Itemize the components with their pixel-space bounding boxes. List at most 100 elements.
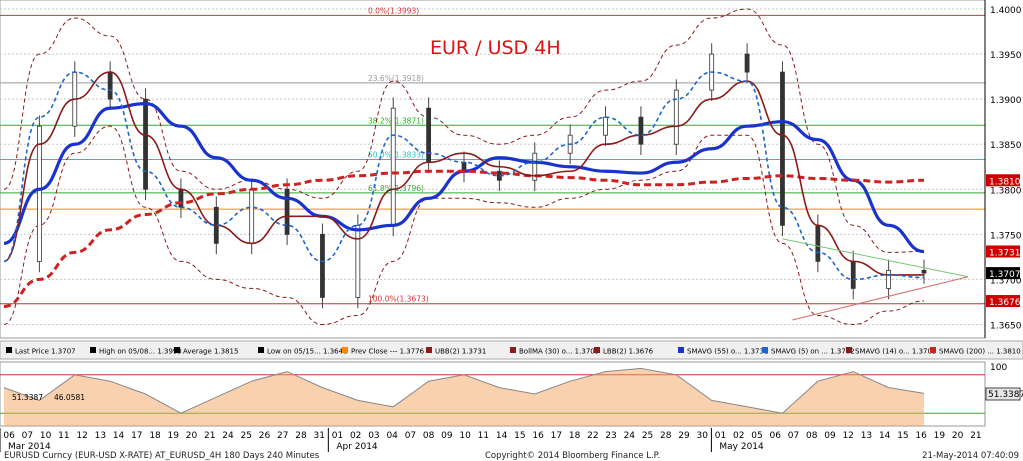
legend-swatch [6, 347, 12, 353]
legend-entry: SMAVG (55) o... 1.3731 [687, 348, 768, 356]
x-tick-label: 29 [678, 431, 690, 441]
y-tick-label: 1.3950 [990, 51, 1022, 61]
oscillator-tag-box [985, 387, 1021, 401]
fib-label: 50.0%(1.3833) [368, 151, 424, 160]
price-tags: 1.3810 1.3731 1.3707 1.3676 [986, 174, 1021, 308]
legend-swatch [258, 347, 264, 353]
y-tick-label: 1.3800 [990, 186, 1022, 196]
x-tick-label: 22 [587, 431, 598, 441]
price-tag-label: 1.3731 [989, 248, 1021, 258]
candle-body [390, 107, 396, 226]
legend-swatch [930, 347, 936, 353]
x-tick-label: 18 [569, 431, 581, 441]
legend-entry: BollMA (30) o... 1.3703 [519, 348, 599, 356]
x-tick-label: 15 [514, 431, 525, 441]
legend-bar: Last Price 1.3707 High on 05/08... 1.3993… [0, 340, 1023, 360]
x-tick-label: 01 [332, 431, 343, 441]
legend-swatch [426, 347, 432, 353]
x-tick-label: 19 [168, 431, 180, 441]
x-tick-label: 24 [222, 431, 234, 441]
legend-swatch [762, 347, 768, 353]
candle-body [284, 188, 290, 235]
candle-body [320, 233, 325, 298]
legend-swatch [846, 347, 852, 353]
x-tick-label: 05 [751, 431, 762, 441]
candle-body [107, 71, 113, 100]
candle-body [886, 269, 892, 289]
candle-body [178, 188, 184, 208]
fib-label: 100.0%(1.3673) [368, 295, 429, 304]
footer: EURUSD Curncy (EUR-USD X-RATE) AT_EURUSD… [4, 451, 1019, 461]
x-tick-label: 16 [532, 431, 544, 441]
y-tick-label: 1.3750 [990, 231, 1022, 241]
footer-left: EURUSD Curncy (EUR-USD X-RATE) AT_EURUSD… [4, 451, 320, 461]
x-tick-label: 07 [788, 431, 799, 441]
legend-entry: LBB(2) 1.3676 [603, 348, 654, 356]
x-tick-label: 01 [715, 431, 726, 441]
x-tick-label: 15 [897, 431, 908, 441]
price-tag-label: 1.3676 [989, 298, 1021, 308]
x-tick-label: 11 [58, 431, 69, 441]
legend-swatch [342, 347, 348, 353]
triangle-pattern [782, 238, 969, 321]
candle-body [673, 89, 679, 145]
candle-body [921, 269, 927, 274]
month-label: May 2014 [719, 442, 764, 452]
candle-body [36, 125, 42, 262]
x-tick-label: 10 [40, 431, 52, 441]
y-tick-label: 1.4000 [990, 6, 1022, 16]
footer-center: Copyright© 2014 Bloomberg Finance L.P. [485, 451, 660, 461]
x-tick-label: 04 [386, 431, 398, 441]
legend-entry: Prev Close --- 1.3776 [351, 348, 425, 356]
x-tick-label: 25 [642, 431, 653, 441]
candle-body [638, 116, 644, 145]
candle-body [603, 116, 608, 136]
x-tick-label: 03 [368, 431, 379, 441]
legend-swatch [90, 347, 96, 353]
x-tick-label: 20 [186, 431, 198, 441]
x-tick-label: 12 [76, 431, 87, 441]
legend-entry: High on 05/08... 1.3993 [99, 348, 182, 356]
x-tick-label: 28 [295, 431, 307, 441]
x-tick-label: 09 [824, 431, 836, 441]
price-tag-box [986, 174, 1020, 187]
fib-label: 23.6%(1.3918) [368, 74, 424, 83]
x-tick-label: 25 [241, 431, 252, 441]
month-label: Mar 2014 [8, 442, 51, 452]
x-tick-label: 02 [350, 431, 361, 441]
x-tick-label: 11 [478, 431, 489, 441]
legend-entry: SMAVG (5) on ... 1.3702 [771, 348, 855, 356]
y-tick-label: 1.3650 [990, 321, 1022, 331]
triangle-lower-line [792, 276, 969, 321]
x-tick-label: 07 [405, 431, 416, 441]
time-axis: 06 07 10 11 12 13 14 17 18 19 20 21 24 25 26 27 28 31 01 02… [0, 428, 982, 452]
legend-swatch [678, 347, 684, 353]
fib-label: 38.2%(1.3871) [368, 116, 424, 125]
candle-body [850, 260, 856, 289]
moving-average-series [3, 71, 925, 308]
x-tick-label: 16 [915, 431, 927, 441]
legend-entry: SMAVG (200) ... 1.3810 [939, 348, 1021, 356]
bollinger-lower [3, 125, 925, 325]
x-tick-label: 18 [149, 431, 161, 441]
legend-entry: Last Price 1.3707 [15, 348, 76, 356]
y-tick-label: 1.3700 [990, 276, 1022, 286]
x-tick-label: 07 [22, 431, 33, 441]
legend-entry: SMAVG (14) o... 1.3705 [855, 348, 936, 356]
legend-swatch [510, 347, 516, 353]
candle-body [355, 224, 361, 298]
price-tag-box [986, 267, 1020, 280]
x-tick-label: 13 [95, 431, 106, 441]
month-label: Apr 2014 [336, 442, 378, 452]
legend-entry: UBB(2) 1.3731 [435, 348, 486, 356]
candle-body [744, 53, 750, 73]
plot-area [0, 0, 986, 339]
x-tick-label: 17 [131, 431, 142, 441]
x-tick-label: 27 [277, 431, 288, 441]
x-tick-label: 14 [113, 431, 125, 441]
candle-body [532, 152, 538, 181]
x-tick-label: 24 [624, 431, 636, 441]
x-tick-label: 08 [423, 431, 435, 441]
